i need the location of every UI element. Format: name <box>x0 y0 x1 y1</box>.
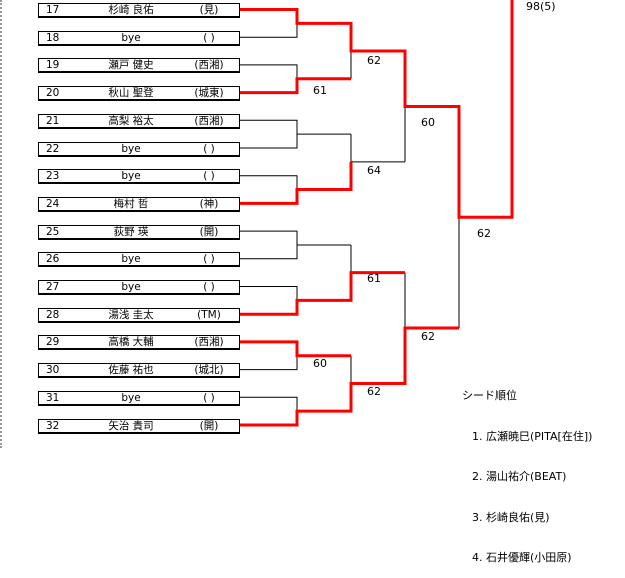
entry-name: bye <box>121 31 141 44</box>
bracket-line <box>240 9 298 38</box>
entry-team: (西湘) <box>194 114 224 127</box>
entry-row: 21 高梨 裕太 (西湘) <box>38 113 240 129</box>
entry-name: 秋山 聖登 <box>108 87 154 100</box>
entry-team: ( ) <box>203 391 215 404</box>
bracket-line <box>240 396 298 426</box>
winner-path <box>240 161 353 205</box>
entry-no: 31 <box>46 391 60 404</box>
entry-no: 27 <box>46 281 60 293</box>
winner-path <box>240 77 351 95</box>
entry-name: bye <box>121 170 141 183</box>
score-label: 60 <box>421 116 435 129</box>
seed-ranking: シード順位 1. 広瀬暁巳(PITA[在住]) 2. 湯山祐介(BEAT) 3.… <box>462 362 592 578</box>
entry-row: 20 秋山 聖登 (城東) <box>38 86 240 102</box>
entry-name: bye <box>121 253 141 266</box>
entry-row: 24 梅村 哲 (神) <box>38 196 240 212</box>
left-edge-divider <box>0 0 5 448</box>
entry-row: 19 瀬戸 健史 (西湘) <box>38 58 240 74</box>
winner-path <box>240 271 405 316</box>
entry-row: 32 矢治 貴司 (開) <box>38 418 240 434</box>
entry-row: 26 bye ( ) <box>38 252 240 268</box>
entry-name: 高橋 大輔 <box>108 336 154 349</box>
entry-row: 22 bye ( ) <box>38 141 240 157</box>
entry-no: 20 <box>46 87 60 100</box>
entry-row: 17 杉崎 良佑 (見) <box>38 3 240 18</box>
entry-team: (開) <box>199 225 219 238</box>
entry-row: 27 bye ( ) <box>38 280 240 295</box>
entry-row: 31 bye ( ) <box>38 390 240 406</box>
score-label: 60 <box>313 357 327 370</box>
entry-team: ( ) <box>203 281 215 293</box>
entry-no: 28 <box>46 308 60 321</box>
entry-no: 24 <box>46 197 60 210</box>
bracket-line <box>240 175 298 204</box>
entry-no: 29 <box>46 336 60 349</box>
winner-path <box>240 340 351 358</box>
bracket-line <box>240 286 298 315</box>
entry-no: 22 <box>46 142 60 155</box>
bracket-line <box>240 341 298 371</box>
entry-team: ( ) <box>203 253 215 266</box>
bracket-lines <box>240 0 514 427</box>
bracket-line <box>240 119 298 149</box>
entry-team: ( ) <box>203 170 215 183</box>
entry-name: 瀬戸 健史 <box>108 59 154 72</box>
entry-no: 25 <box>46 225 60 238</box>
entry-name: 梅村 哲 <box>113 197 149 210</box>
entry-no: 32 <box>46 419 60 432</box>
entry-no: 26 <box>46 253 60 266</box>
entry-name: 杉崎 良佑 <box>108 4 154 16</box>
seed-item: 4. 石井優輝(小田原) <box>472 551 572 564</box>
score-label: 62 <box>421 330 435 343</box>
entry-no: 19 <box>46 59 60 72</box>
entry-team: (神) <box>199 197 219 210</box>
entry-team: ( ) <box>203 31 215 44</box>
entry-row: 29 高橋 大輔 (西湘) <box>38 335 240 351</box>
entry-name: bye <box>121 142 141 155</box>
score-label: 62 <box>477 227 491 240</box>
seed-item: 1. 広瀬暁巳(PITA[在住]) <box>472 429 593 443</box>
entry-team: ( ) <box>203 142 215 155</box>
entry-team: (TM) <box>197 308 221 321</box>
score-label: 62 <box>367 54 381 67</box>
entry-no: 30 <box>46 364 60 377</box>
entry-name: 矢治 貴司 <box>108 419 154 432</box>
entry-team: (開) <box>199 419 219 432</box>
entry-team: (城北) <box>194 364 224 377</box>
final-score-label: 98(5) <box>526 0 556 13</box>
seed-item: 2. 湯山祐介(BEAT) <box>472 470 567 483</box>
seed-item: 3. 杉崎良佑(見) <box>472 510 550 524</box>
entry-team: (西湘) <box>194 59 224 72</box>
entry-name: 佐藤 祐也 <box>108 364 154 377</box>
winner-path <box>240 326 459 427</box>
entry-team: (見) <box>199 4 219 16</box>
entry-name: 荻野 瑛 <box>113 225 149 238</box>
entry-name: bye <box>121 281 141 293</box>
score-label: 61 <box>367 272 381 285</box>
entry-row: 28 湯浅 圭太 (TM) <box>38 307 240 323</box>
entry-name: bye <box>121 391 141 404</box>
bracket-line <box>240 230 298 260</box>
entry-no: 18 <box>46 31 60 44</box>
score-label: 62 <box>367 385 381 398</box>
entry-no: 21 <box>46 114 60 127</box>
entry-row: 25 荻野 瑛 (開) <box>38 224 240 240</box>
entry-name: 湯浅 圭太 <box>108 308 154 321</box>
bracket-line <box>240 64 298 94</box>
score-label: 61 <box>313 84 327 97</box>
score-label: 64 <box>367 164 381 177</box>
entry-no: 17 <box>46 4 60 16</box>
entry-row: 30 佐藤 祐也 (城北) <box>38 363 240 379</box>
entry-row: 23 bye ( ) <box>38 169 240 185</box>
entry-team: (西湘) <box>194 336 224 349</box>
entry-team: (城東) <box>194 87 224 100</box>
entry-no: 23 <box>46 170 60 183</box>
winner-path <box>240 0 514 219</box>
entry-row: 18 bye ( ) <box>38 30 240 46</box>
seed-title: シード順位 <box>462 389 517 402</box>
entry-name: 高梨 裕太 <box>108 114 154 127</box>
